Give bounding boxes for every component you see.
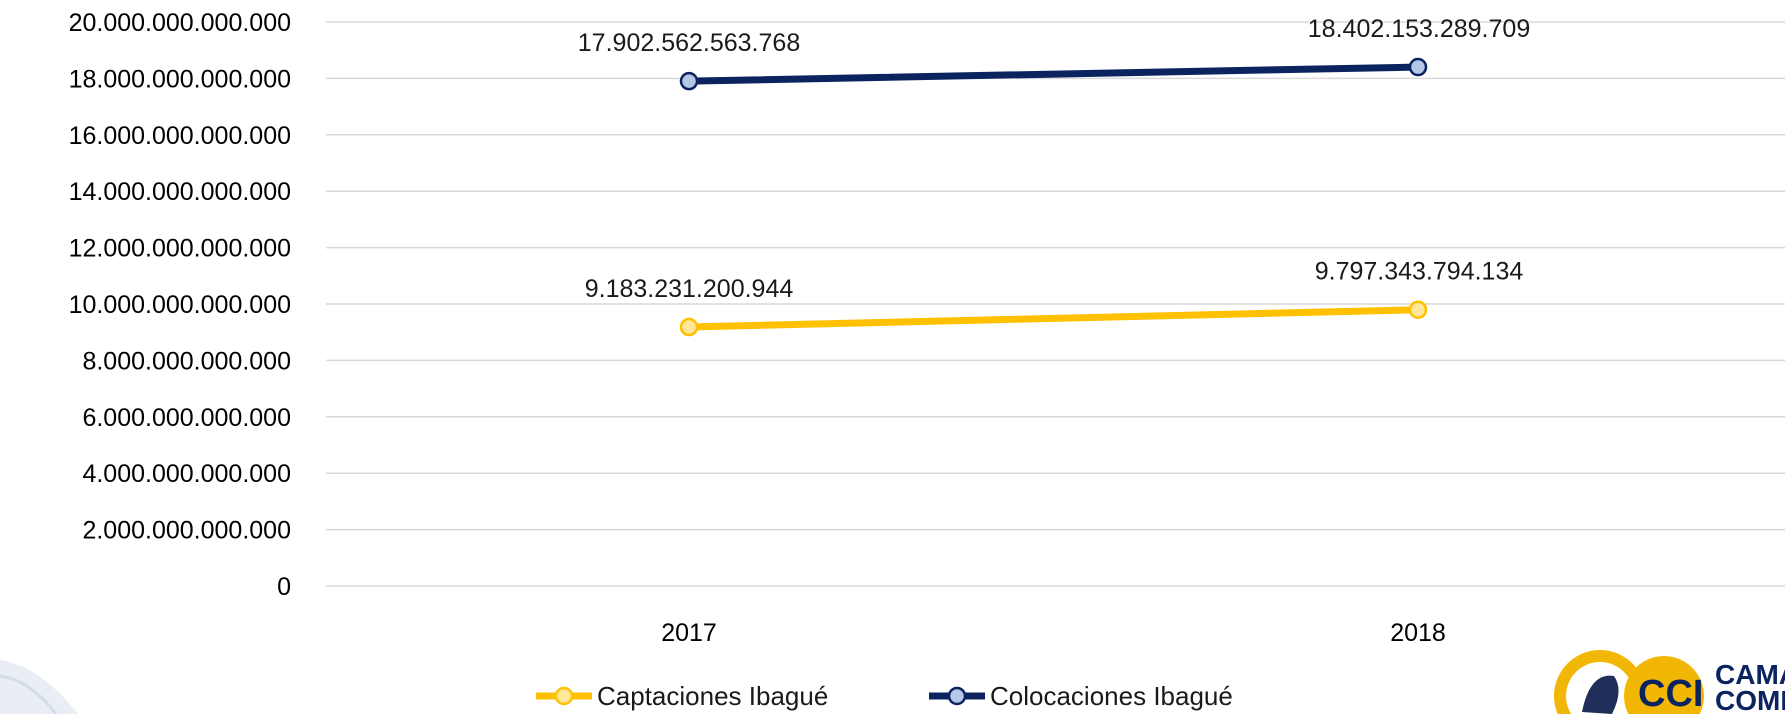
series-lines [679, 57, 1428, 337]
data-point [679, 71, 699, 91]
y-tick-label: 6.000.000.000.000 [82, 404, 291, 432]
data-point [679, 317, 699, 337]
data-label: 9.797.343.794.134 [1315, 258, 1524, 286]
legend-label: Colocaciones Ibagué [990, 681, 1233, 711]
data-label: 18.402.153.289.709 [1308, 15, 1530, 43]
data-label: 17.902.562.563.768 [578, 29, 800, 57]
legend-marker-icon [554, 686, 574, 706]
y-tick-label: 14.000.000.000.000 [69, 178, 291, 206]
series-line [685, 306, 1422, 331]
data-point [1408, 300, 1428, 319]
logo-text-bottom: COMERCIO [1715, 685, 1785, 714]
y-tick-label: 10.000.000.000.000 [69, 291, 291, 319]
x-tick-label: 2018 [1390, 619, 1446, 647]
y-tick-label: 4.000.000.000.000 [82, 460, 291, 488]
data-labels: 9.183.231.200.944 9.797.343.794.134 17.902… [578, 15, 1530, 303]
series-line [685, 63, 1422, 85]
y-tick-label: 18.000.000.000.000 [69, 65, 291, 93]
data-label: 9.183.231.200.944 [585, 275, 794, 303]
x-axis-ticks: 2017 2018 [661, 619, 1446, 647]
y-axis-ticks: 0 2.000.000.000.000 4.000.000.000.000 6.000… [69, 9, 291, 601]
logo-ring-icon [1624, 656, 1704, 714]
y-tick-label: 2.000.000.000.000 [82, 517, 291, 545]
legend-label: Captaciones Ibagué [597, 681, 828, 711]
legend: Captaciones Ibagué Colocaciones Ibagué [536, 681, 1233, 711]
logo-text-top: CAMARA [1715, 659, 1785, 690]
y-tick-label: 16.000.000.000.000 [69, 122, 291, 150]
y-tick-label: 8.000.000.000.000 [82, 347, 291, 375]
watermark-globe-icon [0, 660, 78, 714]
data-point [1408, 57, 1428, 77]
legend-marker-icon [947, 686, 967, 706]
logo: CCI CAMARA COMERCIO [1554, 650, 1785, 714]
y-tick-label: 12.000.000.000.000 [69, 235, 291, 263]
gridlines [326, 21, 1785, 587]
x-tick-label: 2017 [661, 619, 717, 647]
y-tick-label: 0 [277, 573, 291, 601]
logo-initials: CCI [1638, 673, 1703, 714]
y-tick-label: 20.000.000.000.000 [69, 9, 291, 37]
